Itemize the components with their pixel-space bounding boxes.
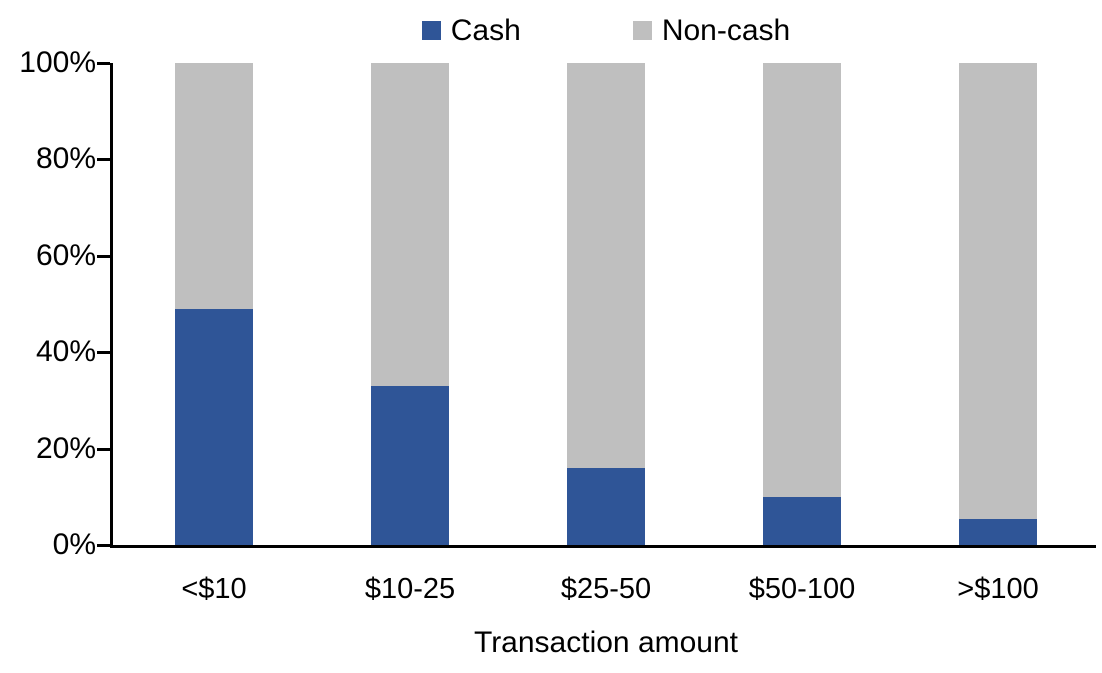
x-tick-label: $10-25 [364,573,456,605]
x-axis-title: Transaction amount [473,626,739,659]
bar-group [763,63,841,545]
bar-segment-cash [763,496,841,545]
bar-segment-non-cash [763,63,841,497]
y-tick-label: 20% [35,431,96,465]
x-tick-label: <$10 [181,573,247,605]
bar-segment-non-cash [175,63,253,309]
x-tick-label: >$100 [957,573,1039,605]
bar-segment-non-cash [567,63,645,468]
noncash-swatch-icon [632,21,652,40]
y-tick-label: 60% [35,238,96,272]
bar-segment-non-cash [959,63,1037,519]
x-tick-label: $50-100 [748,573,856,605]
bar-group [371,63,449,545]
bar-segment-non-cash [371,63,449,386]
x-tick-label: $25-50 [560,573,652,605]
legend-label-cash: Cash [450,14,521,47]
x-axis-line [110,545,1096,548]
bar-segment-cash [567,467,645,545]
y-axis-tick [97,447,110,451]
bar-segment-cash [371,385,449,545]
chart-legend: Cash Non-cash [116,14,1096,47]
y-tick-label: 100% [19,46,96,79]
bar-group [959,63,1037,545]
legend-item-noncash: Non-cash [632,14,791,47]
y-axis-tick [97,544,110,547]
cash-swatch-icon [421,21,441,40]
y-axis-tick [97,158,110,162]
y-axis-tick [97,351,110,355]
y-axis-line [110,63,113,548]
y-tick-label: 0% [52,528,96,561]
bar-segment-cash [959,518,1037,545]
y-axis-tick [97,254,110,258]
bar-group [175,63,253,545]
y-tick-label: 40% [35,335,96,369]
y-axis-tick [97,62,110,65]
legend-item-cash: Cash [421,14,521,47]
bar-segment-cash [175,308,253,545]
legend-label-noncash: Non-cash [661,14,791,47]
bar-group [567,63,645,545]
y-tick-label: 80% [35,142,96,176]
